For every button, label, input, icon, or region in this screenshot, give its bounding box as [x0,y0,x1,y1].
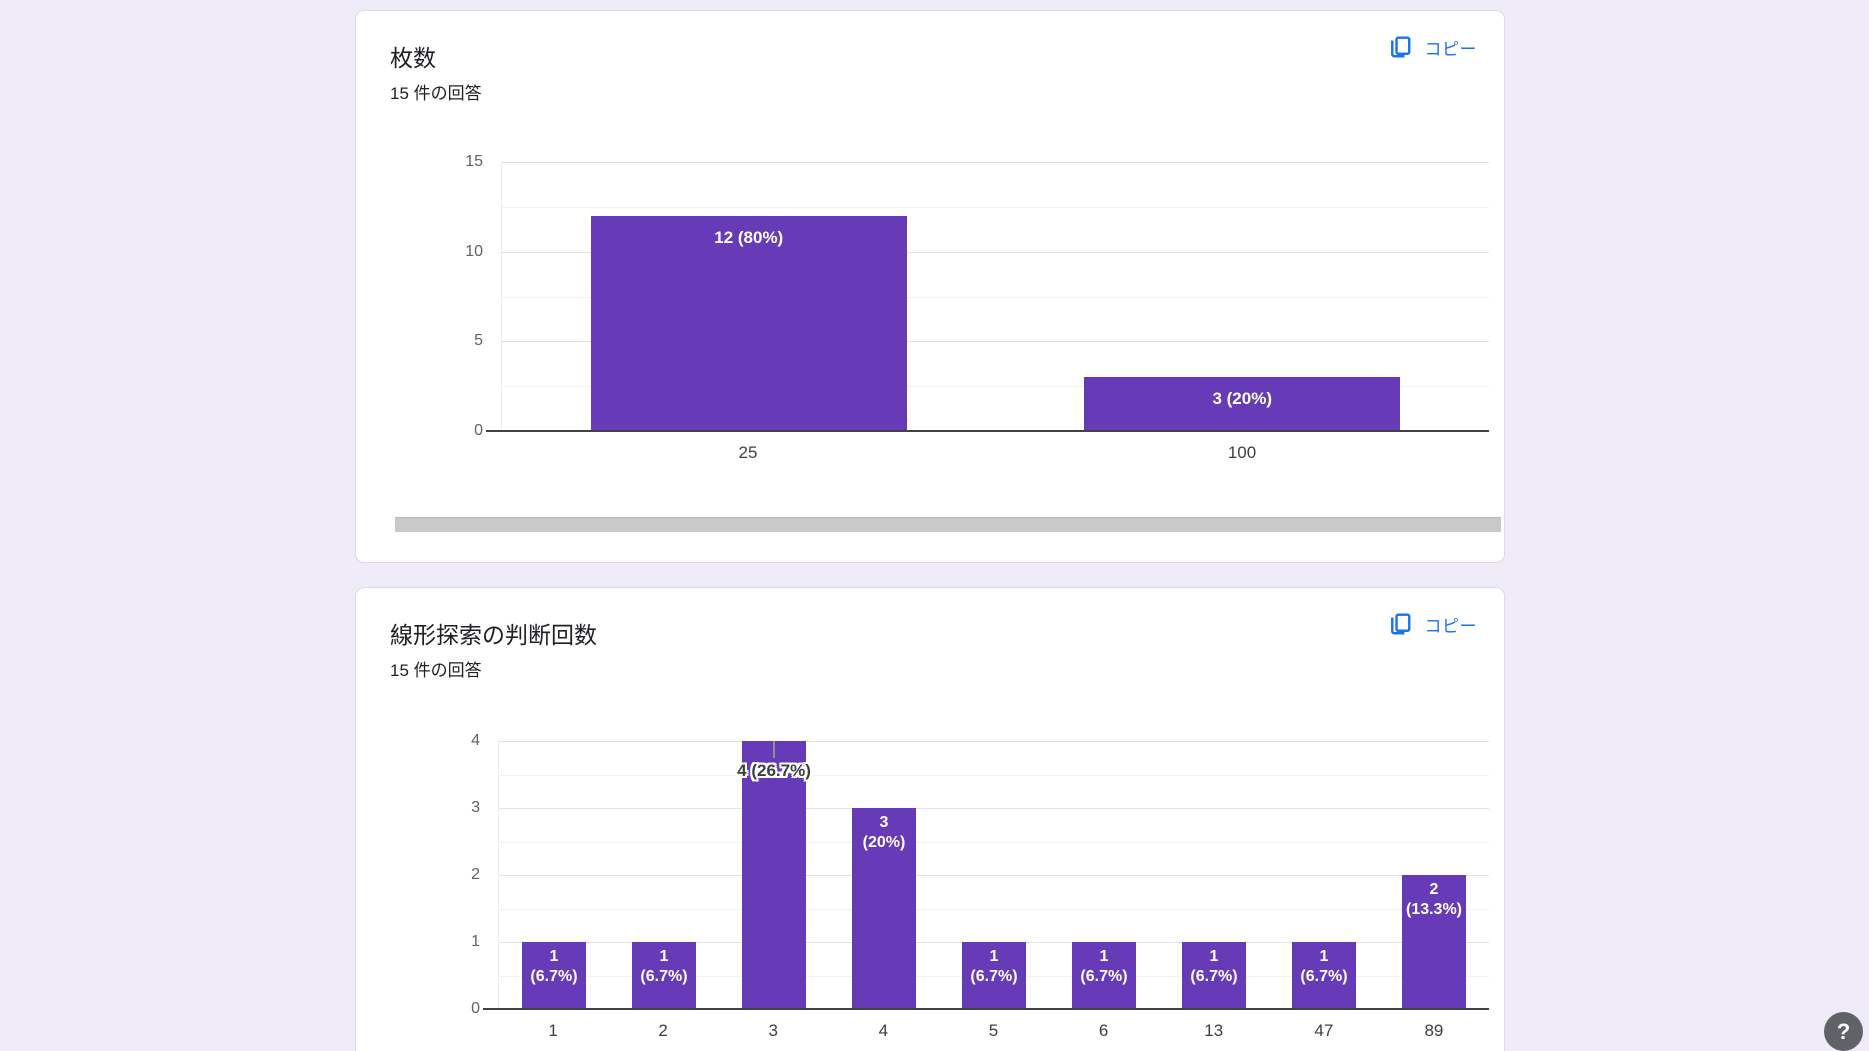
bar-band: 1 (6.7%) [609,741,719,1009]
bar-value-label: 1 (6.7%) [1190,948,1238,985]
gridline-minor [499,841,1489,843]
x-tick-label: 6 [1098,1021,1109,1040]
hover-tick [773,741,775,758]
gridline-minor [502,206,1489,208]
gridline-major [499,808,1489,809]
gridline-minor [502,386,1489,388]
bar-3[interactable] [741,741,807,1009]
bar-value-label: 3 (20%) [862,814,906,851]
x-tick-label: 47 [1314,1021,1334,1040]
gridline-major [502,341,1489,343]
bar-chart-sheets: 0 5 10 15 12 (80%) 3 (20%) 25 100 [356,11,1504,562]
bar-band: 3 (20%) [996,162,1490,431]
bar-value-label: 12 (80%) [714,227,784,247]
gridline-major [502,162,1489,163]
x-axis-labels: 25 100 [501,443,1489,465]
bar-value-label: 2 (13.3%) [1405,881,1462,918]
plot-area: 1 (6.7%) 1 (6.7%) 4 (26.7%) 3 (20%) 1 (6.7%) 1 (6.… [483,741,1489,1010]
bar-1[interactable]: 1 (6.7%) [521,942,587,1009]
bar-47[interactable]: 1 (6.7%) [1291,942,1357,1009]
bar-band: 1 (6.7%) [1159,741,1269,1009]
response-count: 15 件の回答 [390,84,482,103]
plot-area: 12 (80%) 3 (20%) [486,162,1489,432]
bars: 1 (6.7%) 1 (6.7%) 4 (26.7%) 3 (20%) 1 (6.7%) 1 (6.… [499,741,1489,1009]
help-label: ? [1836,1018,1851,1044]
y-axis-labels: 0 1 2 3 4 [356,732,498,1017]
bar-band: 12 (80%) [502,162,996,431]
gridline-major [499,741,1489,742]
bar-band: 2 (13.3%) [1379,741,1489,1009]
x-tick-label: 3 [768,1021,778,1040]
question-title: 枚数 [390,45,436,71]
bars: 12 (80%) 3 (20%) [502,162,1489,431]
gridline-minor [499,908,1489,910]
y-tick-label: 1 [471,933,480,950]
gridline-minor [502,296,1489,298]
copy-icon [1390,36,1410,58]
x-tick-label: 4 [878,1021,889,1040]
gridline-minor [499,774,1489,776]
gridline-major [499,875,1489,876]
bar-band: 1 (6.7%) [939,741,1049,1009]
bar-value-label: 1 (6.7%) [640,948,688,985]
bar-band: 1 (6.7%) [1049,741,1159,1009]
question-title: 線形探索の判断回数 [390,622,597,648]
x-tick-label: 13 [1204,1021,1224,1040]
y-tick-label: 15 [465,153,483,170]
bar-value-label: 4 (26.7%) [737,761,811,780]
x-axis-labels: 1 2 3 4 5 6 13 47 89 [498,1021,1489,1043]
y-tick-label: 10 [465,242,483,260]
bar-value-label: 1 (6.7%) [970,948,1018,985]
horizontal-scrollbar[interactable] [395,517,1501,532]
y-tick-label: 0 [474,422,483,439]
x-axis-line [486,430,1489,432]
question-card-sheets: 枚数 15 件の回答 コピー 0 5 10 15 12 (80%) 3 (20%) 25… [355,10,1505,563]
bar-2[interactable]: 1 (6.7%) [631,942,697,1009]
x-tick-label: 100 [1227,443,1257,462]
bar-value-label: 1 (6.7%) [1080,948,1128,985]
bar-13[interactable]: 1 (6.7%) [1181,942,1247,1009]
bar-band: 1 (6.7%) [1269,741,1379,1009]
bar-4[interactable]: 3 (20%) [851,808,917,1009]
x-tick-label: 89 [1424,1021,1444,1040]
bar-89[interactable]: 2 (13.3%) [1401,875,1467,1009]
bar-value-label: 3 (20%) [1212,389,1272,409]
bar-band: 3 (20%) [829,741,939,1009]
x-tick-label: 25 [738,443,758,462]
y-tick-label: 0 [471,1000,480,1017]
bar-band: 1 (6.7%) [499,741,609,1009]
copy-label: コピー [1424,617,1477,636]
x-tick-label: 2 [658,1021,668,1040]
x-axis-line [483,1008,1489,1010]
y-axis-labels: 0 5 10 15 [356,153,501,439]
help-button[interactable]: ? [1824,1012,1863,1051]
copy-icon [1390,613,1410,635]
response-count: 15 件の回答 [390,661,482,680]
copy-button[interactable]: コピー [1388,35,1478,60]
copy-button[interactable]: コピー [1388,612,1478,637]
bar-25[interactable]: 12 (80%) [590,215,907,431]
x-tick-label: 5 [988,1021,999,1040]
bar-band: 4 (26.7%) [719,741,829,1009]
bar-value-label: 1 (6.7%) [1300,948,1348,985]
y-tick-label: 4 [471,732,480,749]
copy-label: コピー [1424,40,1477,59]
gridline-major [502,251,1489,253]
bar-100[interactable]: 3 (20%) [1084,377,1401,431]
y-tick-label: 5 [474,332,483,350]
bar-5[interactable]: 1 (6.7%) [961,942,1027,1009]
x-tick-label: 1 [548,1021,558,1040]
y-tick-label: 3 [471,799,480,816]
y-tick-label: 2 [471,866,480,883]
bar-value-label: 1 (6.7%) [530,948,578,985]
bar-6[interactable]: 1 (6.7%) [1071,942,1137,1009]
